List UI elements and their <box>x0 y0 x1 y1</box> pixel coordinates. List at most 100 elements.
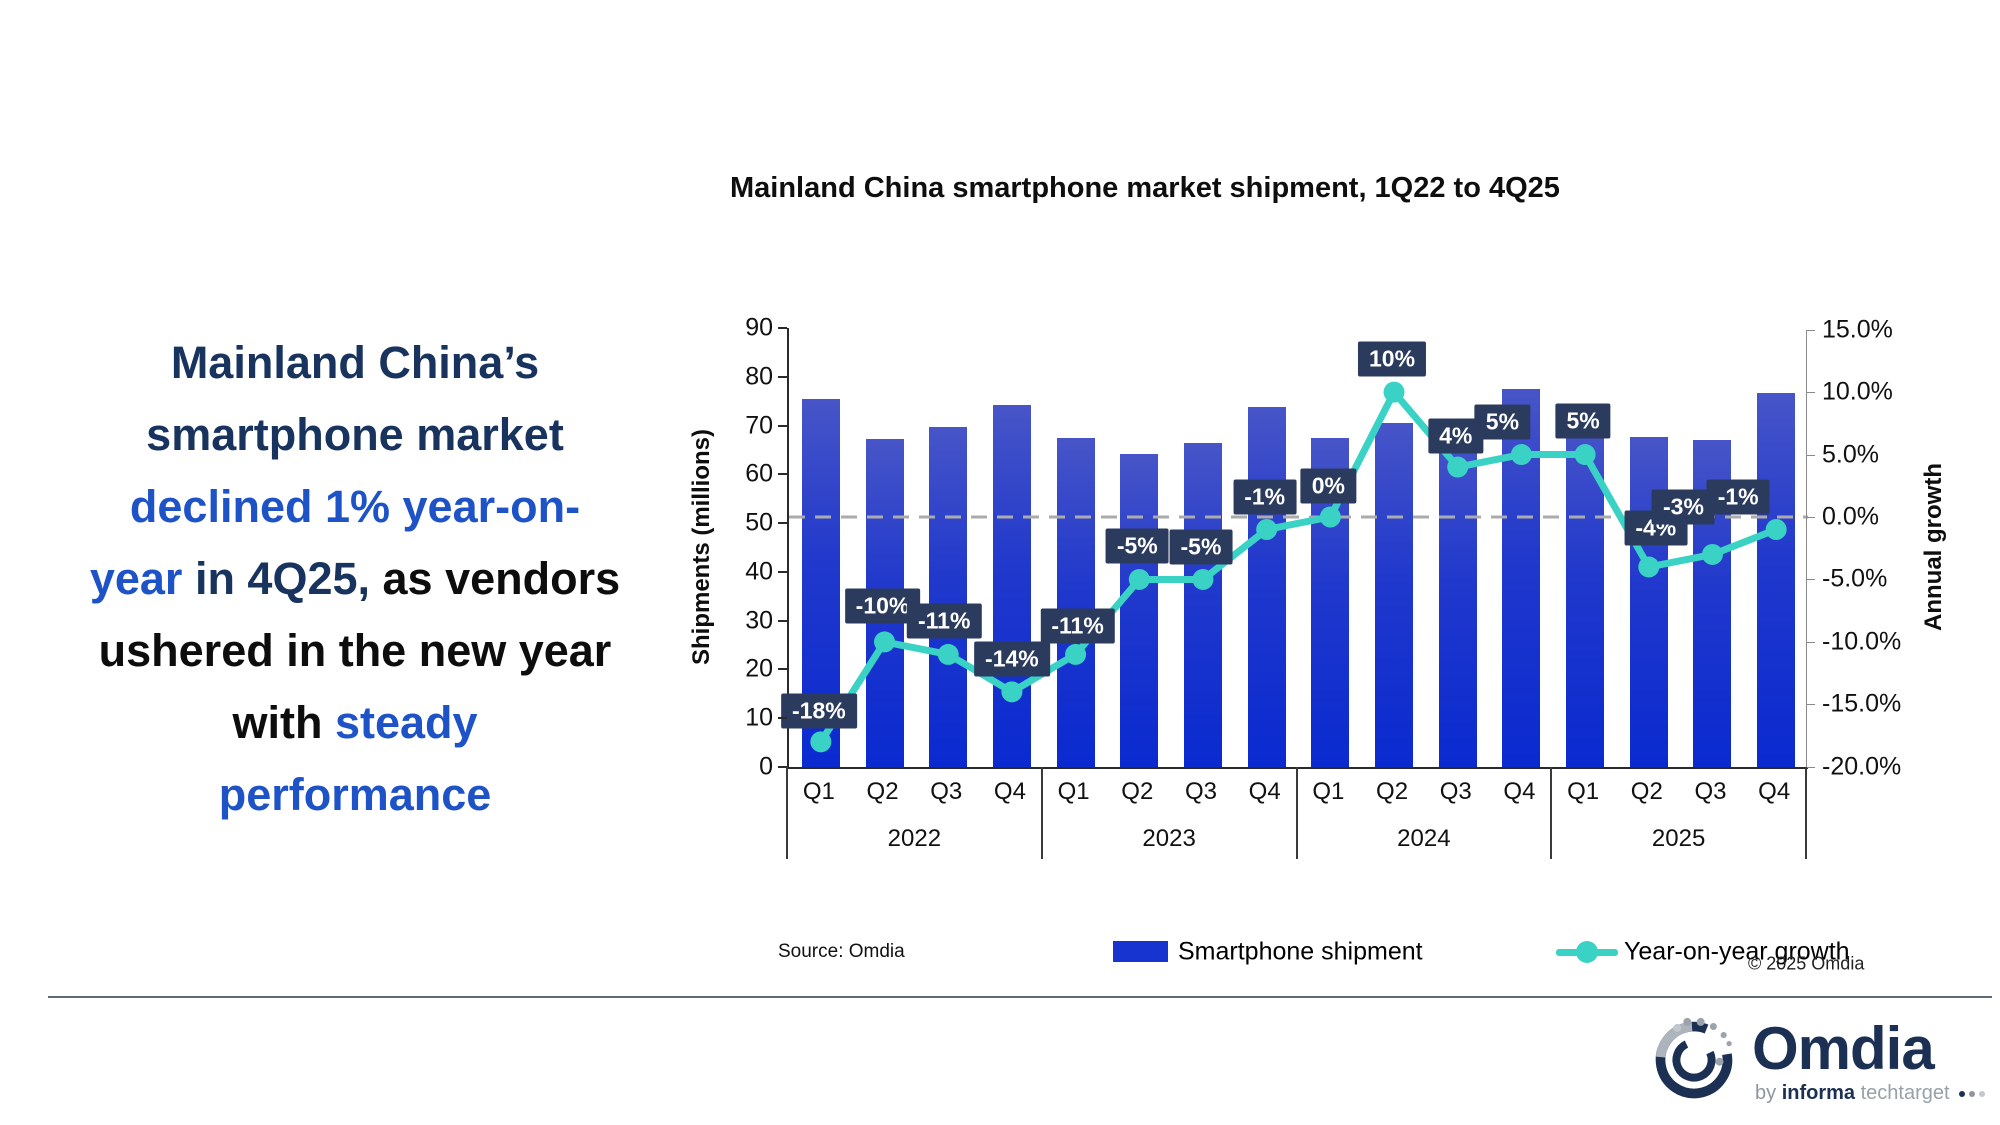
x-axis-quarter-label: Q1 <box>1312 778 1345 805</box>
left-axis-tick-label: 20 <box>745 654 773 683</box>
right-axis-tick-mark <box>1806 641 1815 643</box>
left-axis-tick-mark <box>778 375 787 378</box>
left-axis-tick-mark <box>778 668 787 671</box>
omdia-byline: by informa techtarget <box>1755 1082 1986 1105</box>
x-axis-year-label: 2022 <box>887 825 942 852</box>
right-axis-tick-label: -5.0% <box>1822 564 1888 593</box>
headline-span: declined 1% year-on- <box>129 481 581 532</box>
growth-point <box>1574 444 1596 466</box>
headline-span: steady <box>334 697 478 748</box>
left-axis-tick-label: 50 <box>745 508 773 537</box>
headline-line-6: with steady <box>55 687 655 759</box>
x-axis-quarter-label: Q1 <box>802 778 835 805</box>
growth-data-label: -5% <box>1105 528 1169 564</box>
headline-line-3: declined 1% year-on- <box>55 471 655 543</box>
x-axis-quarter-label: Q4 <box>1503 778 1536 805</box>
x-axis-quarter-label: Q3 <box>1184 778 1217 805</box>
right-axis-line <box>1806 330 1807 767</box>
x-axis-quarter-label: Q3 <box>1439 778 1472 805</box>
right-axis-tick-label: 5.0% <box>1822 440 1879 469</box>
growth-data-label: 10% <box>1358 341 1427 377</box>
bar-q3-2024 <box>1438 428 1477 767</box>
bar-q4-2025 <box>1757 393 1796 767</box>
growth-data-label: -3% <box>1652 489 1715 525</box>
x-axis-year-label: 2023 <box>1142 825 1196 852</box>
left-axis-tick-label: 0 <box>759 752 773 781</box>
omdia-logo: Omdia by informa techtarget <box>1650 1012 1986 1112</box>
right-axis-tick-mark <box>1806 704 1815 706</box>
bar-q4-2023 <box>1247 406 1286 767</box>
growth-point <box>1701 543 1723 565</box>
left-axis-tick-label: 80 <box>745 362 773 391</box>
growth-data-label: 0% <box>1300 468 1356 504</box>
growth-data-label: -18% <box>780 693 857 729</box>
headline-span: performance <box>218 769 492 820</box>
x-axis-year-divider <box>1805 767 1807 859</box>
x-axis-quarter-label: Q3 <box>1694 778 1727 805</box>
bar-q2-2024 <box>1375 423 1414 767</box>
growth-line-layer <box>789 381 1808 753</box>
byline-dot-1 <box>1959 1090 1966 1097</box>
growth-point <box>1383 381 1405 403</box>
legend-line-dot-icon <box>1576 941 1598 963</box>
headline-line-7: performance <box>55 759 655 831</box>
growth-data-label: -5% <box>1169 529 1233 565</box>
headline-line-4: year in 4Q25, as vendors <box>55 543 655 615</box>
x-axis-quarter-label: Q2 <box>1376 778 1409 805</box>
left-axis-tick-label: 70 <box>745 411 773 440</box>
growth-point <box>874 631 896 653</box>
growth-point <box>1319 506 1341 528</box>
growth-data-label: -1% <box>1233 479 1297 515</box>
omdia-logo-icon <box>1655 1017 1733 1099</box>
growth-point <box>1065 643 1087 665</box>
growth-point <box>937 643 959 665</box>
legend-bar-swatch <box>1113 941 1168 962</box>
right-axis-tick-mark <box>1806 392 1815 394</box>
growth-data-label: 5% <box>1474 404 1531 440</box>
left-axis-tick-label: 90 <box>745 313 773 342</box>
x-axis-quarter-label: Q3 <box>930 778 963 805</box>
x-axis-quarter-label: Q4 <box>1758 778 1791 805</box>
x-axis-year-label: 2025 <box>1651 825 1706 852</box>
left-axis-tick-label: 10 <box>745 703 773 732</box>
growth-point <box>1447 456 1469 478</box>
headline-span: ushered in the new year <box>98 625 612 676</box>
headline-text: Mainland China’s smartphone market decline… <box>55 327 655 831</box>
bar-q4-2022 <box>992 405 1031 767</box>
plot-area <box>787 328 1808 769</box>
omdia-wordmark: Omdia <box>1752 1015 1935 1082</box>
headline-line-5: ushered in the new year <box>55 615 655 687</box>
x-axis-year-divider <box>786 767 788 859</box>
x-axis-quarter-label: Q2 <box>866 778 899 805</box>
headline-span: as vendors <box>370 553 621 604</box>
left-axis-tick-mark <box>778 717 787 720</box>
growth-data-label: 5% <box>1555 403 1611 439</box>
right-axis-tick-mark <box>1806 579 1815 581</box>
headline-line-2: smartphone market <box>55 399 655 471</box>
copyright-note: © 2025 Omdia <box>1748 953 1865 974</box>
x-axis-quarter-label: Q2 <box>1121 778 1154 805</box>
byline-dot-3 <box>1979 1090 1986 1097</box>
left-axis-tick-mark <box>778 619 787 622</box>
growth-data-label: -14% <box>974 641 1050 677</box>
source-note: Source: Omdia <box>778 941 905 962</box>
x-axis-quarter-label: Q1 <box>1057 778 1090 805</box>
x-axis-quarter-label: Q1 <box>1567 778 1600 805</box>
x-axis-year-divider <box>1550 767 1553 859</box>
x-axis-quarter-label: Q4 <box>1248 778 1281 805</box>
x-axis-quarter-label: Q4 <box>993 778 1026 805</box>
growth-point <box>1128 568 1150 590</box>
growth-data-label: -11% <box>907 603 982 639</box>
legend-label-shipment: Smartphone shipment <box>1178 937 1423 966</box>
headline-span: in 4Q25, <box>182 553 371 604</box>
headline-span: year <box>89 553 183 604</box>
growth-point <box>1256 518 1278 540</box>
growth-data-label: -11% <box>1040 608 1115 644</box>
bar-q3-2023 <box>1183 442 1222 767</box>
headline-span: smartphone market <box>146 409 564 460</box>
growth-point <box>1192 568 1214 590</box>
x-axis-year-divider <box>1040 767 1043 859</box>
headline-span: Mainland China’s <box>170 337 540 388</box>
x-axis-year-divider <box>1295 767 1298 859</box>
